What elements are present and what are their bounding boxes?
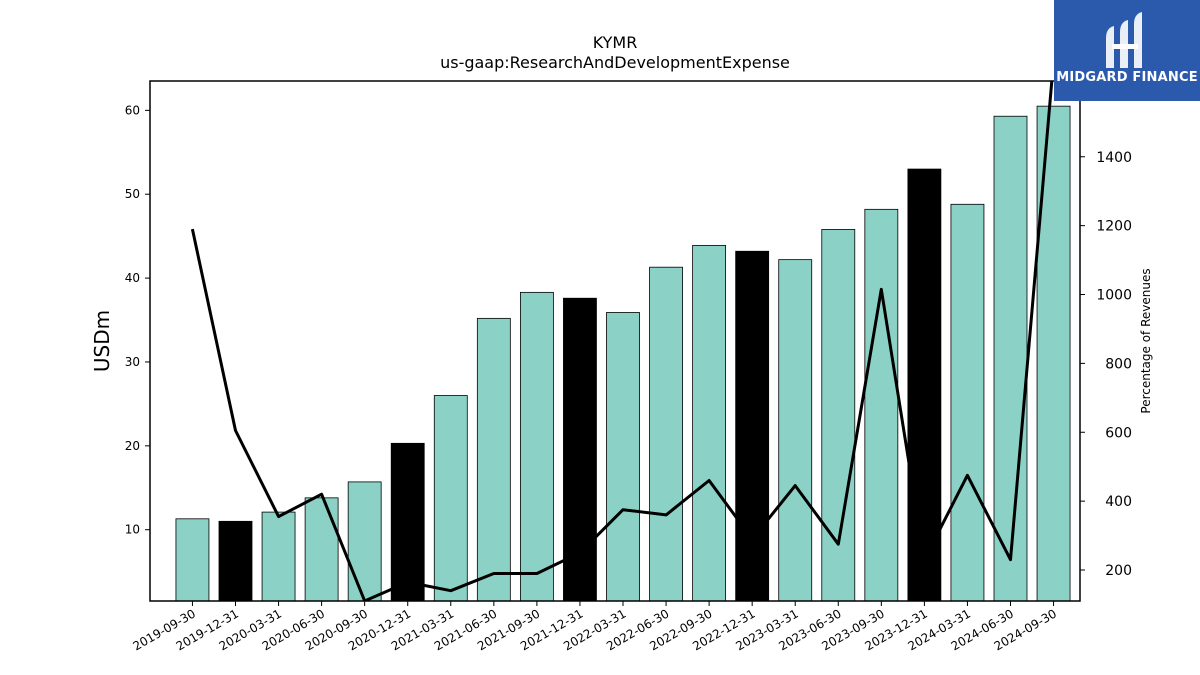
chart-title: KYMR xyxy=(593,33,638,52)
bar xyxy=(778,259,813,602)
bar xyxy=(692,244,727,602)
brand-logo: MIDGARD FINANCE xyxy=(1054,0,1200,101)
y-axis-label: USDm xyxy=(90,310,114,372)
y-tick-label: 50 xyxy=(125,187,140,201)
bar xyxy=(950,203,985,602)
plot-frame xyxy=(149,80,1081,602)
midgard-logo-icon xyxy=(1106,12,1142,68)
chart-subtitle: us-gaap:ResearchAndDevelopmentExpense xyxy=(440,53,790,72)
y2-axis-label: Percentage of Revenues xyxy=(1139,268,1153,413)
y-tick-label: 40 xyxy=(125,271,140,285)
y2-tick-label: 1200 xyxy=(1096,219,1132,235)
bar xyxy=(476,317,511,602)
bar xyxy=(606,312,640,602)
y-tick-label: 30 xyxy=(125,355,140,369)
y2-tick-label: 600 xyxy=(1105,425,1132,441)
bar xyxy=(304,497,339,602)
bar xyxy=(864,208,899,602)
y2-tick-label: 200 xyxy=(1105,563,1132,579)
bar xyxy=(175,518,210,602)
revenue-percentage-line xyxy=(190,81,1054,601)
bar xyxy=(735,250,770,602)
bar xyxy=(993,115,1028,602)
bar xyxy=(563,297,597,602)
bars-layer xyxy=(175,105,1071,602)
y2-tick-label: 800 xyxy=(1105,356,1132,372)
bar xyxy=(433,395,468,602)
bar xyxy=(649,266,683,602)
line-layer xyxy=(190,81,1054,601)
y-tick-label: 20 xyxy=(125,439,140,453)
y2-tick-label: 1000 xyxy=(1096,288,1132,304)
bar xyxy=(907,168,942,602)
bar xyxy=(218,520,253,602)
bar xyxy=(261,511,296,602)
y2-tick-label: 400 xyxy=(1105,494,1132,510)
bar xyxy=(390,442,425,602)
y-tick-label: 10 xyxy=(125,523,140,537)
brand-name: MIDGARD FINANCE xyxy=(1056,70,1198,85)
bar xyxy=(347,481,382,602)
y2-tick-label: 1400 xyxy=(1096,150,1132,166)
y-tick-label: 60 xyxy=(125,103,140,117)
bar xyxy=(519,291,554,602)
